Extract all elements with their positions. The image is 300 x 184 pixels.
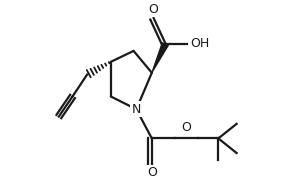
Text: OH: OH: [190, 37, 209, 50]
Text: N: N: [132, 103, 141, 116]
Text: O: O: [182, 121, 191, 134]
Text: O: O: [147, 166, 157, 179]
Polygon shape: [151, 42, 169, 73]
Text: O: O: [149, 3, 159, 16]
